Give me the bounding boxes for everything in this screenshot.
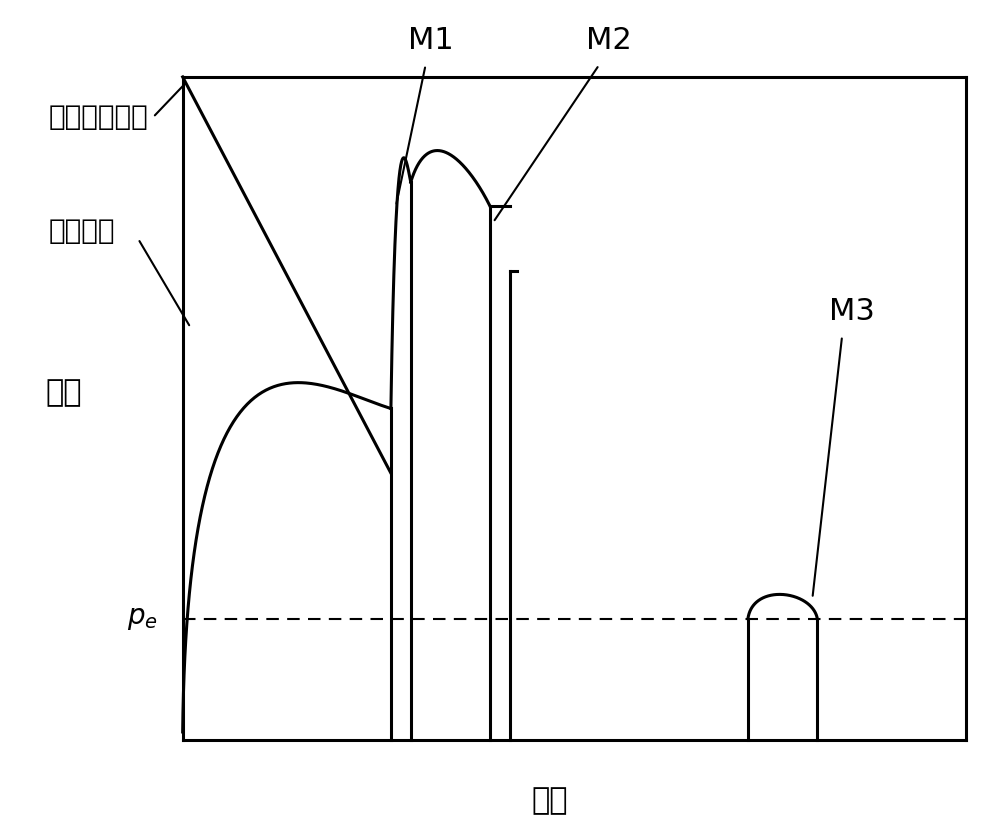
Text: 切换巡检目标: 切换巡检目标: [49, 104, 149, 132]
Text: M1: M1: [408, 26, 453, 55]
Text: $p_e$: $p_e$: [127, 605, 158, 632]
Text: 时间: 时间: [531, 786, 568, 815]
Text: M3: M3: [829, 297, 875, 326]
Text: 压力: 压力: [45, 378, 82, 407]
Text: 开始巡检: 开始巡检: [49, 216, 115, 245]
Text: M2: M2: [586, 26, 632, 55]
